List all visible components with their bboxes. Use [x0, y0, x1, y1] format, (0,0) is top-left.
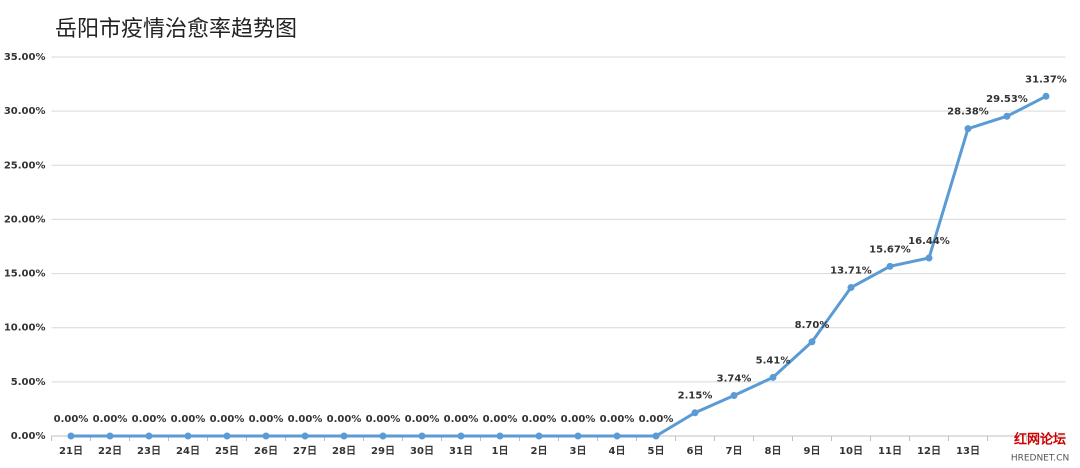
watermark-site: HREDNET.CN — [1011, 454, 1069, 464]
x-tick-label: 12日 — [917, 445, 941, 457]
x-tick-label: 13日 — [956, 445, 980, 457]
value-label: 0.00% — [288, 414, 323, 425]
point — [184, 432, 192, 440]
value-label: 0.00% — [444, 414, 479, 425]
line — [71, 94, 1047, 438]
y-tick-label: 35.00% — [4, 52, 46, 63]
value-label: 0.00% — [639, 414, 674, 425]
value-label: 0.00% — [483, 414, 518, 425]
point — [886, 262, 894, 270]
value-label: 0.00% — [249, 414, 284, 425]
value-label: 0.00% — [366, 414, 401, 425]
point — [964, 125, 972, 133]
point — [925, 254, 933, 262]
x-tick-label: 6日 — [687, 445, 704, 457]
value-label: 0.00% — [405, 414, 440, 425]
chart-title: 岳阳市疫情治愈率趋势图 — [55, 17, 297, 42]
y-tick-label: 15.00% — [4, 269, 46, 280]
x-tick-label: 30日 — [410, 445, 434, 457]
point — [340, 432, 348, 440]
x-tick-label: 28日 — [332, 445, 356, 457]
x-tick-label: 31日 — [449, 445, 473, 457]
value-label: 0.00% — [561, 414, 596, 425]
point — [691, 409, 699, 417]
x-tick-label: 29日 — [371, 445, 395, 457]
value-label: 0.00% — [522, 414, 557, 425]
x-tick-label: 26日 — [254, 445, 278, 457]
watermark: 红网论坛 — [1014, 432, 1066, 448]
value-label: 28.38% — [947, 107, 989, 118]
point — [574, 432, 582, 440]
x-tick-label: 27日 — [293, 445, 317, 457]
point — [535, 432, 543, 440]
x-tick-label: 4日 — [609, 445, 626, 457]
x-tick-label: 10日 — [839, 445, 863, 457]
value-label: 15.67% — [869, 244, 911, 255]
x-tick-label: 8日 — [765, 445, 782, 457]
point — [808, 338, 816, 346]
value-label: 16.44% — [908, 236, 950, 247]
point — [769, 373, 777, 381]
y-tick-label: 25.00% — [4, 160, 46, 171]
value-label: 0.00% — [210, 414, 245, 425]
point — [106, 432, 114, 440]
point — [652, 432, 660, 440]
x-tick-label: 1日 — [492, 445, 509, 457]
point — [730, 392, 738, 400]
value-label: 0.00% — [54, 414, 89, 425]
x-tick-label: 2日 — [531, 445, 548, 457]
value-label: 2.15% — [678, 391, 713, 402]
value-label: 3.74% — [717, 374, 752, 385]
x-tick-label: 9日 — [804, 445, 821, 457]
point — [379, 432, 387, 440]
y-tick-label: 0.00% — [11, 431, 46, 442]
value-label: 13.71% — [830, 266, 872, 277]
point — [262, 432, 270, 440]
y-tick-label: 20.00% — [4, 214, 46, 225]
x-tick-label: 3日 — [570, 445, 587, 457]
value-label: 0.00% — [132, 414, 167, 425]
x-tick-label: 7日 — [726, 445, 743, 457]
point — [418, 432, 426, 440]
point — [496, 432, 504, 440]
point — [145, 432, 153, 440]
y-tick-label: 10.00% — [4, 323, 46, 334]
x-tick-label: 21日 — [59, 445, 83, 457]
value-label: 0.00% — [327, 414, 362, 425]
y-tick-label: 30.00% — [4, 106, 46, 117]
point — [847, 284, 855, 292]
x-tick-label: 24日 — [176, 445, 200, 457]
value-label: 5.41% — [756, 355, 791, 366]
value-label: 0.00% — [600, 414, 635, 425]
point — [613, 432, 621, 440]
x-tick-label: 25日 — [215, 445, 239, 457]
x-tick-label: 5日 — [648, 445, 665, 457]
plot: 0.00% 0.00% 0.00% 0.00% 0.00% 0.00% 0.00% 0.00%… — [54, 74, 1067, 440]
value-label: 0.00% — [93, 414, 128, 425]
point — [301, 432, 309, 440]
x-tick-label: 22日 — [98, 445, 122, 457]
point — [67, 432, 75, 440]
point — [1042, 92, 1050, 100]
point — [1003, 112, 1011, 120]
x-tick-label: 23日 — [137, 445, 161, 457]
y-tick-label: 5.00% — [11, 377, 46, 388]
x-tick-label: 11日 — [878, 445, 902, 457]
value-label: 8.70% — [795, 320, 830, 331]
point — [457, 432, 465, 440]
value-label: 29.53% — [986, 94, 1028, 105]
value-label: 31.37% — [1025, 74, 1067, 85]
point — [223, 432, 231, 440]
value-label: 0.00% — [171, 414, 206, 425]
